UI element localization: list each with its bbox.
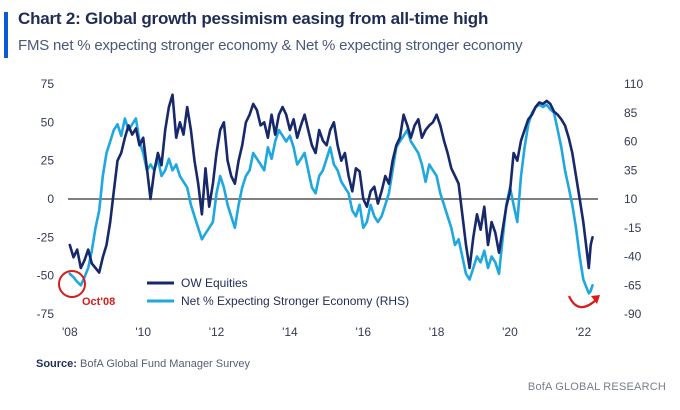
y-left-tick-label: -75 <box>37 307 55 321</box>
source-label: Source: <box>36 358 77 370</box>
y-left-tick-label: 25 <box>41 154 55 168</box>
y-right-tick-label: -15 <box>624 221 642 235</box>
x-tick-label: '10 <box>135 325 151 339</box>
legend-label-net-expecting: Net % Expecting Stronger Economy (RHS) <box>181 294 409 308</box>
y-axis-left: 75 50 25 0 -25 -50 -75 <box>37 77 55 321</box>
y-left-tick-label: -25 <box>37 230 55 244</box>
x-tick-label: '20 <box>502 325 518 339</box>
oct08-annotation-label: Oct'08 <box>82 296 115 308</box>
chart-subtitle: FMS net % expecting stronger economy & N… <box>18 37 523 54</box>
oct08-highlight-circle <box>58 270 86 298</box>
y-right-tick-label: 110 <box>624 77 643 91</box>
series-line-ow-equities <box>68 93 594 274</box>
y-axis-right: 110 85 60 35 10 -15 -40 -65 -90 <box>624 77 643 321</box>
y-left-tick-label: 50 <box>41 115 55 129</box>
source-note: Source: BofA Global Fund Manager Survey <box>36 358 250 370</box>
y-right-tick-label: -65 <box>624 278 642 292</box>
title-accent-bar <box>4 12 8 58</box>
y-right-tick-label: 35 <box>624 163 638 177</box>
x-tick-label: '12 <box>209 325 225 339</box>
rebound-arrow-head-icon <box>591 295 600 304</box>
y-right-tick-label: -90 <box>624 307 642 321</box>
y-right-tick-label: 60 <box>624 135 638 149</box>
x-tick-label: '16 <box>355 325 371 339</box>
chart-title: Chart 2: Global growth pessimism easing … <box>18 9 489 28</box>
rebound-arrow <box>567 295 597 309</box>
y-right-tick-label: -40 <box>624 250 642 264</box>
x-tick-label: '14 <box>282 325 298 339</box>
legend-label-ow-equities: OW Equities <box>181 276 248 290</box>
x-tick-label: '22 <box>576 325 592 339</box>
brand-footer: BofA GLOBAL RESEARCH <box>527 381 666 393</box>
series-layer <box>68 93 594 295</box>
y-left-tick-label: 0 <box>47 192 54 206</box>
source-value: BofA Global Fund Manager Survey <box>80 358 251 370</box>
y-right-tick-label: 10 <box>624 192 638 206</box>
legend: OW Equities Net % Expecting Stronger Eco… <box>147 276 409 308</box>
annotations: Oct'08 <box>58 270 600 309</box>
y-left-tick-label: -50 <box>37 269 55 283</box>
y-right-tick-label: 85 <box>624 106 638 120</box>
x-tick-label: '08 <box>62 325 78 339</box>
x-axis: '08 '10 '12 '14 '16 '18 '20 '22 <box>62 325 591 339</box>
x-tick-label: '18 <box>429 325 445 339</box>
y-left-tick-label: 75 <box>41 77 55 91</box>
